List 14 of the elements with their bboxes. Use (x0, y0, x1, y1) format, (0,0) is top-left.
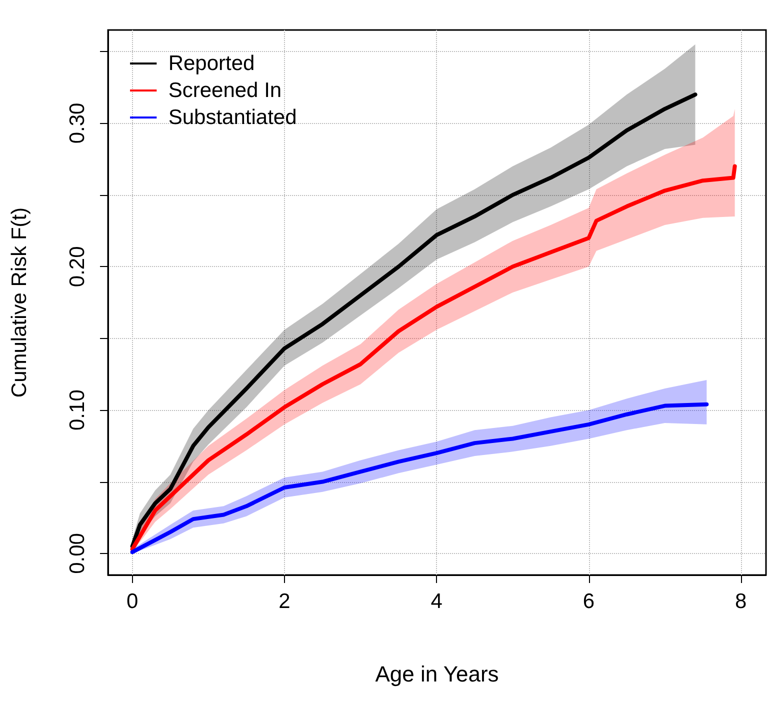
x-tick-label: 4 (430, 590, 443, 613)
y-tick-label: 0.00 (66, 533, 89, 574)
legend-label: Reported (168, 52, 255, 75)
y-tick-label: 0.30 (66, 102, 89, 144)
legend-label: Substantiated (168, 106, 297, 129)
x-axis-title: Age in Years (375, 662, 499, 686)
x-tick-label: 2 (278, 590, 290, 613)
x-tick-label: 0 (126, 590, 138, 613)
y-tick-label: 0.10 (66, 390, 89, 431)
y-tick-label: 0.20 (66, 246, 89, 288)
x-tick-label: 8 (735, 590, 747, 613)
y-axis-title: Cumulative Risk F(t) (8, 207, 31, 398)
legend-label: Screened In (168, 79, 282, 102)
x-tick-label: 6 (582, 590, 595, 613)
